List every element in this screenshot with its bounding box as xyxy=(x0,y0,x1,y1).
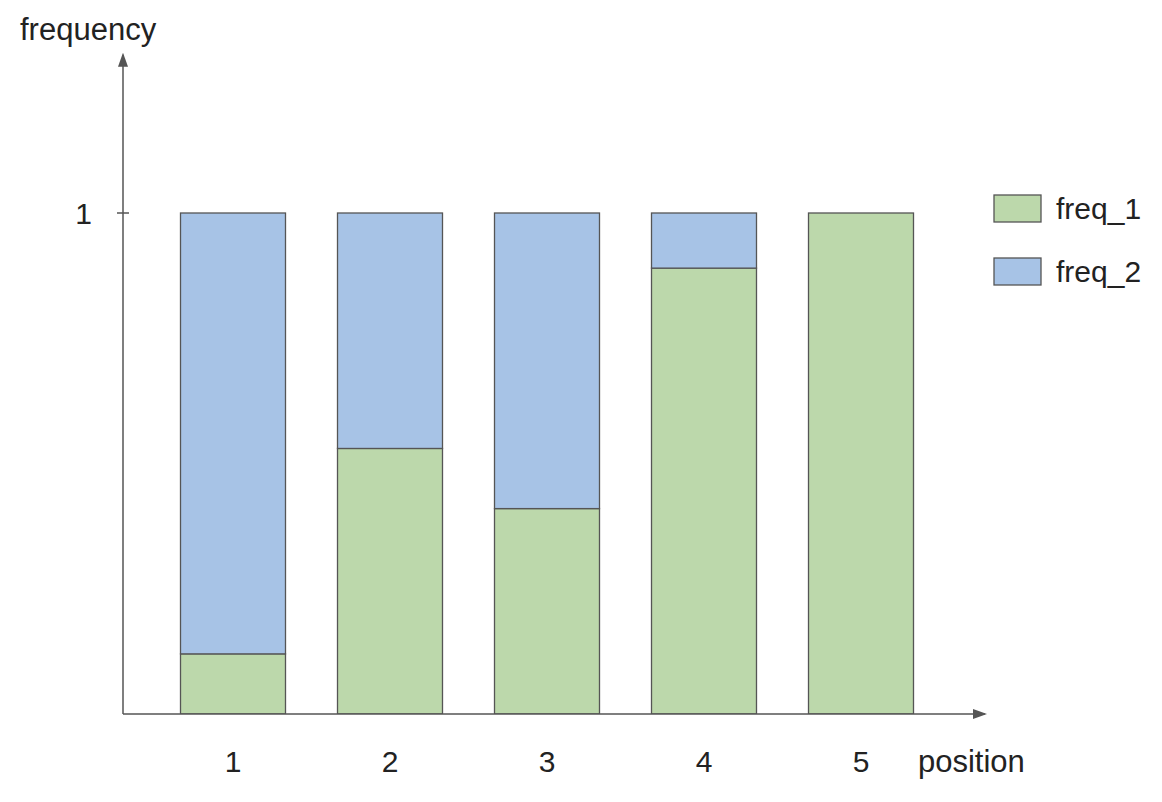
bar-segment xyxy=(652,213,757,268)
x-tick-label: 2 xyxy=(382,745,399,778)
x-axis xyxy=(123,713,985,715)
x-tick-label: 4 xyxy=(696,745,713,778)
chart-svg: 1 1 2 3 4 5 frequency position freq_1 freq_2 xyxy=(0,0,1162,802)
bar-segment xyxy=(495,213,600,509)
bar-segment xyxy=(495,509,600,714)
legend: freq_1 freq_2 xyxy=(994,192,1141,288)
y-axis xyxy=(122,55,124,714)
bar-segment xyxy=(181,654,286,714)
legend-swatch xyxy=(994,195,1041,222)
y-tick xyxy=(117,212,129,214)
chart-container: 1 1 2 3 4 5 frequency position freq_1 freq_2 xyxy=(0,0,1162,802)
legend-swatch xyxy=(994,258,1041,285)
x-tick-label: 5 xyxy=(853,745,870,778)
bar-segment xyxy=(809,213,914,714)
bar-segment xyxy=(338,448,443,714)
bar-segment xyxy=(652,268,757,714)
bars xyxy=(181,213,914,714)
y-tick-label: 1 xyxy=(75,197,92,230)
legend-label: freq_1 xyxy=(1056,192,1141,225)
legend-label: freq_2 xyxy=(1056,255,1141,288)
y-axis-label: frequency xyxy=(20,12,157,47)
bar-segment xyxy=(181,213,286,654)
bar-segment xyxy=(338,213,443,448)
x-tick-label: 1 xyxy=(225,745,242,778)
x-tick-label: 3 xyxy=(539,745,556,778)
bar-segment xyxy=(809,212,914,213)
x-axis-label: position xyxy=(918,744,1025,779)
